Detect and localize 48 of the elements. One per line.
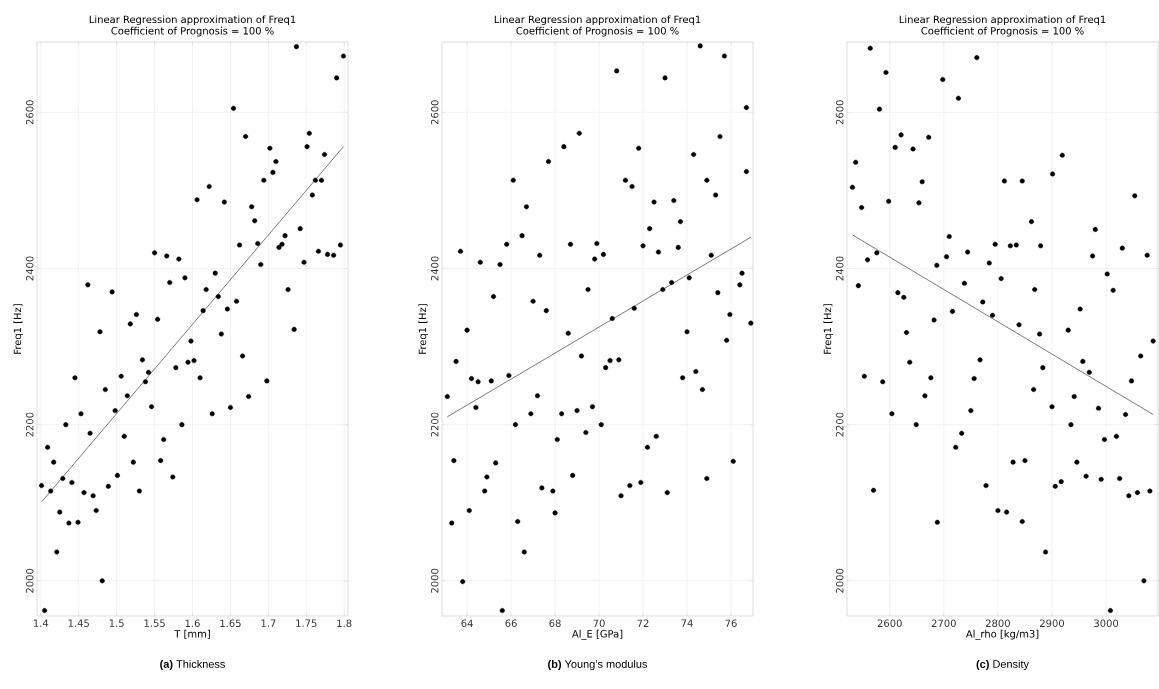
x-tick-label: 76 [725,619,737,628]
chart-subtitle: Coefficient of Prognosis = 100 % [921,26,1084,37]
x-axis-title: Al_rho [kg/m3] [965,629,1039,640]
chart-title: Linear Regression approximation of Freq1 [494,15,701,26]
y-tick-label: 2000 [25,568,34,593]
y-tick-label: 2600 [430,100,439,125]
x-tick-label: 1.65 [220,619,241,628]
x-tick-label: 2800 [985,619,1010,628]
x-tick-label: 74 [681,619,693,627]
x-tick-label: 1.55 [144,619,165,627]
x-tick-label: 1.45 [68,619,89,627]
y-tick-label: 2200 [835,412,844,437]
chart-subtitle: Coefficient of Prognosis = 100 % [111,26,274,37]
x-tick-label: 2900 [1040,619,1065,628]
y-tick-label: 2000 [835,568,844,593]
x-tick-label: 68 [549,619,561,628]
y-tick-label: 2200 [430,412,439,437]
text: (c) Density [976,659,1029,671]
chart-title: Linear Regression approximation of Freq1 [89,15,296,26]
x-axis-title: T [mm] [174,629,210,639]
x-tick-label: 1.6 [185,619,200,628]
text: (a) Thickness [160,659,225,671]
x-tick-label: 72 [637,619,649,627]
x-tick-label: 1.4 [33,619,49,627]
x-tick-label: 1.5 [109,619,124,627]
x-tick-label: 2700 [931,619,956,628]
x-tick-label: 66 [505,619,517,628]
chart-subtitle: Coefficient of Prognosis = 100 % [516,26,679,37]
y-axis-title: Freq1 [Hz] [418,304,429,354]
y-tick-label: 2600 [25,100,34,125]
chart-title: Linear Regression approximation of Freq1 [899,15,1106,26]
y-axis-title: Freq1 [Hz] [13,304,24,354]
text: (b) Young’s modulus [548,659,648,671]
x-tick-label: 1.75 [296,619,317,627]
y-tick-label: 2600 [835,100,844,125]
y-tick-label: 2000 [430,568,439,593]
y-tick-label: 2400 [835,256,844,281]
x-tick-label: 2600 [877,619,902,628]
y-tick-label: 2400 [430,256,439,281]
x-tick-label: 1.8 [337,619,352,628]
x-tick-label: 70 [593,619,605,628]
y-axis-title: Freq1 [Hz] [823,304,834,354]
x-axis-title: Al_E [GPa] [572,629,623,640]
y-tick-label: 2400 [25,256,34,281]
x-tick-label: 3000 [1094,619,1119,628]
x-tick-label: 64 [461,619,473,628]
y-tick-label: 2200 [25,412,34,437]
x-tick-label: 1.7 [261,619,276,627]
